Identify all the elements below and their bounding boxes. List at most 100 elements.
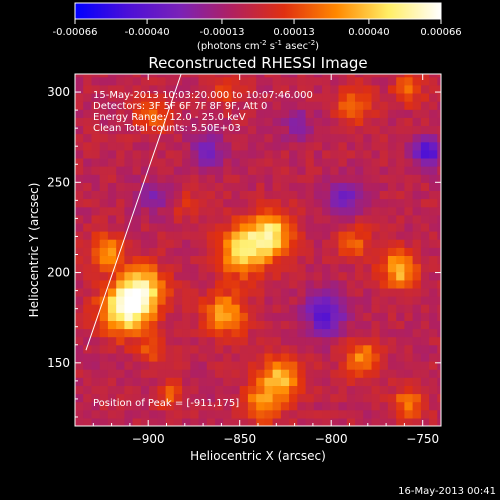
- heatmap-cell: [446, 215, 455, 224]
- heatmap-cell: [132, 287, 142, 297]
- heatmap-cell: [387, 247, 397, 256]
- heatmap-cell: [190, 222, 200, 232]
- heatmap-cell: [116, 255, 125, 265]
- heatmap-cell: [140, 361, 150, 370]
- heatmap-cell: [280, 84, 290, 94]
- heatmap-cell: [223, 198, 232, 208]
- heatmap-cell: [132, 328, 142, 338]
- heatmap-cell: [182, 361, 191, 370]
- heatmap-cell: [190, 279, 200, 289]
- heatmap-cell: [198, 149, 208, 159]
- heatmap-cell: [157, 190, 167, 200]
- heatmap-cell: [140, 149, 150, 159]
- heatmap-cell: [338, 101, 348, 110]
- heatmap-cell: [190, 385, 200, 395]
- heatmap-cell: [420, 133, 430, 143]
- heatmap-cell: [322, 247, 331, 256]
- heatmap-cell: [173, 401, 183, 411]
- heatmap-cell: [157, 198, 167, 208]
- heatmap-cell: [404, 344, 414, 354]
- heatmap-cell: [157, 344, 167, 354]
- heatmap-cell: [190, 93, 200, 102]
- heatmap-cell: [149, 247, 158, 256]
- heatmap-cell: [215, 206, 224, 216]
- heatmap-cell: [297, 320, 307, 330]
- heatmap-cell: [83, 206, 92, 216]
- heatmap-cell: [190, 304, 200, 313]
- heatmap-cell: [264, 263, 274, 273]
- heatmap-cell: [149, 214, 158, 224]
- heatmap-cell: [297, 222, 307, 232]
- heatmap-cell: [140, 222, 150, 232]
- heatmap-cell: [256, 117, 265, 126]
- heatmap-cell: [149, 287, 158, 297]
- heatmap-cell: [346, 336, 356, 346]
- heatmap-cell: [272, 206, 282, 216]
- heatmap-cell: [132, 133, 142, 143]
- heatmap-cell: [264, 166, 274, 175]
- heatmap-cell: [223, 296, 232, 305]
- heatmap-cell: [75, 125, 84, 135]
- heatmap-cell: [256, 377, 265, 386]
- heatmap-cell: [206, 417, 216, 426]
- heatmap-cell: [420, 109, 430, 118]
- heatmap-cell: [363, 344, 372, 354]
- heatmap-cell: [363, 320, 372, 330]
- heatmap-cell: [355, 296, 364, 305]
- heatmap-cell: [371, 296, 381, 305]
- heatmap-cell: [165, 190, 175, 200]
- heatmap-cell: [379, 361, 389, 370]
- heatmap-cell: [107, 149, 117, 159]
- heatmap-cell: [107, 93, 117, 102]
- heatmap-cell: [206, 255, 216, 265]
- heatmap-cell: [231, 239, 241, 248]
- heatmap-cell: [190, 182, 200, 191]
- heatmap-cell: [215, 287, 224, 297]
- heatmap-cell: [264, 206, 274, 216]
- heatmap-cell: [256, 198, 265, 208]
- heatmap-cell: [330, 263, 340, 273]
- heatmap-cell: [297, 109, 307, 118]
- heatmap-cell: [140, 93, 150, 102]
- heatmap-cell: [215, 336, 224, 346]
- heatmap-cell: [215, 271, 224, 281]
- heatmap-cell: [330, 336, 340, 346]
- heatmap-cell: [75, 328, 84, 338]
- heatmap-cell: [215, 417, 224, 426]
- heatmap-cell: [198, 198, 208, 208]
- heatmap-cell: [116, 198, 125, 208]
- heatmap-cell: [75, 287, 84, 297]
- heatmap-cell: [198, 352, 208, 362]
- heatmap-cell: [75, 344, 84, 354]
- heatmap-cell: [239, 385, 249, 395]
- heatmap-cell: [75, 361, 84, 370]
- heatmap-cell: [379, 141, 389, 151]
- heatmap-cell: [75, 190, 84, 200]
- heatmap-cell: [280, 214, 290, 224]
- heatmap-cell: [173, 231, 183, 240]
- heatmap-cell: [387, 336, 397, 346]
- heatmap-cell: [313, 393, 323, 403]
- heatmap-cell: [338, 214, 348, 224]
- heatmap-cell: [322, 385, 331, 395]
- heatmap-cell: [140, 109, 150, 118]
- heatmap-cell: [173, 133, 183, 143]
- heatmap-cell: [372, 61, 381, 70]
- heatmap-cell: [387, 133, 397, 143]
- heatmap-cell: [346, 377, 356, 386]
- heatmap-cell: [404, 271, 414, 281]
- heatmap-cell: [338, 393, 348, 403]
- heatmap-cell: [182, 76, 191, 86]
- heatmap-cell: [149, 101, 158, 110]
- heatmap-cell: [387, 93, 397, 102]
- heatmap-cell: [355, 141, 364, 151]
- heatmap-cell: [446, 255, 455, 264]
- heatmap-cell: [446, 239, 455, 248]
- heatmap-cell: [165, 312, 175, 321]
- heatmap-cell: [173, 328, 183, 338]
- heatmap-cell: [173, 166, 183, 175]
- heatmap-cell: [231, 206, 241, 216]
- heatmap-cell: [429, 263, 438, 273]
- heatmap-cell: [322, 344, 331, 354]
- heatmap-cell: [420, 231, 430, 240]
